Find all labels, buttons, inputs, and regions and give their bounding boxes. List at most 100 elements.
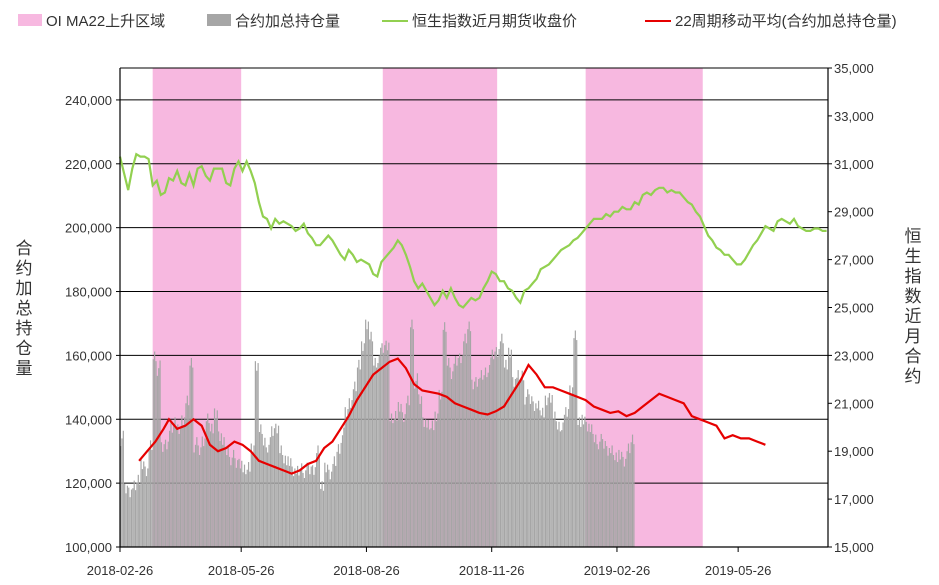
open-interest-bar — [156, 375, 158, 547]
open-interest-bar — [223, 437, 225, 547]
open-interest-bar — [264, 437, 266, 547]
open-interest-bar — [378, 355, 380, 547]
open-interest-bar — [543, 417, 545, 547]
axis-title-char: 合 — [16, 239, 33, 258]
open-interest-bar — [196, 437, 198, 547]
open-interest-bar — [537, 400, 540, 547]
axis-title-char: 加 — [16, 279, 33, 298]
open-interest-bar — [508, 347, 510, 547]
open-interest-bar — [241, 460, 243, 547]
open-interest-bar — [144, 466, 146, 547]
open-interest-bar — [475, 377, 477, 547]
open-interest-bar — [434, 411, 436, 547]
open-interest-bar — [514, 379, 517, 547]
y-right-tick-label: 19,000 — [834, 444, 874, 459]
open-interest-bar — [218, 431, 220, 547]
open-interest-bar — [422, 417, 424, 547]
open-interest-bar — [457, 357, 459, 547]
open-interest-bar — [622, 456, 624, 547]
open-interest-bar — [486, 377, 488, 547]
open-interest-bar — [350, 407, 352, 547]
open-interest-bar — [351, 400, 353, 547]
open-interest-bar — [171, 432, 173, 547]
open-interest-bar — [566, 416, 568, 547]
open-interest-bar — [322, 490, 325, 547]
open-interest-bar — [558, 421, 560, 547]
y-left-tick-label: 220,000 — [65, 157, 112, 172]
open-interest-bar — [234, 458, 236, 547]
open-interest-bar — [212, 433, 214, 547]
open-interest-bar — [610, 453, 612, 547]
open-interest-bar — [412, 329, 414, 547]
open-interest-bar — [576, 340, 578, 547]
y-right-tick-label: 21,000 — [834, 396, 874, 411]
open-interest-bar — [316, 453, 318, 547]
open-interest-bar — [435, 421, 438, 547]
open-interest-bar — [502, 343, 504, 547]
open-interest-bar — [151, 449, 153, 547]
open-interest-bar — [154, 351, 156, 547]
open-interest-bar — [380, 347, 382, 547]
open-interest-bar — [539, 410, 541, 547]
open-interest-bar — [469, 331, 472, 547]
open-interest-bar — [569, 385, 571, 547]
tick-labels: 100,000 120,000 140,000 160,000 180,000 200,0… — [65, 61, 874, 578]
open-interest-bar — [629, 453, 631, 547]
open-interest-bar — [438, 389, 440, 547]
open-interest-bar — [182, 425, 184, 547]
open-interest-bar — [408, 405, 410, 547]
open-interest-bar — [547, 397, 549, 547]
open-interest-bar — [130, 489, 133, 547]
open-interest-bar — [137, 474, 139, 547]
open-interest-bar — [155, 361, 157, 547]
open-interest-bar — [501, 333, 503, 547]
open-interest-bar — [381, 343, 383, 547]
axis-title-char: 持 — [16, 319, 33, 338]
y-left-tick-label: 100,000 — [65, 540, 112, 555]
y-right-tick-label: 35,000 — [834, 61, 874, 76]
open-interest-bar — [252, 453, 254, 547]
open-interest-bar — [287, 456, 289, 547]
y-right-tick-label: 33,000 — [834, 109, 874, 124]
open-interest-bar — [633, 444, 635, 547]
open-interest-bar — [603, 448, 605, 547]
open-interest-bar — [136, 482, 138, 547]
open-interest-bar — [494, 351, 496, 547]
open-interest-bar — [567, 409, 570, 547]
open-interest-bar — [615, 452, 617, 547]
open-interest-bar — [544, 395, 546, 547]
open-interest-bar — [404, 414, 406, 547]
open-interest-bar — [332, 463, 334, 547]
open-interest-bar — [528, 394, 530, 547]
axis-title-char: 生 — [905, 247, 922, 266]
open-interest-bar — [374, 357, 376, 547]
open-interest-bar — [601, 439, 604, 547]
open-interest-bar — [626, 451, 628, 547]
open-interest-bar — [578, 417, 581, 547]
open-interest-bar — [463, 341, 465, 547]
open-interest-bar — [625, 458, 627, 547]
open-interest-bar — [577, 425, 579, 547]
open-interest-bar — [548, 393, 551, 547]
open-interest-bar — [464, 333, 466, 547]
open-interest-bar — [497, 356, 499, 547]
open-interest-bar — [559, 431, 561, 547]
open-interest-bar — [329, 479, 331, 547]
open-interest-bar — [573, 338, 575, 547]
open-interest-bar — [318, 455, 320, 547]
open-interest-bar — [337, 444, 340, 547]
open-interest-bar — [390, 413, 393, 547]
open-interest-bar — [584, 416, 586, 547]
open-interest-bar — [305, 470, 307, 547]
open-interest-bar — [512, 377, 514, 547]
open-interest-bar — [555, 421, 557, 547]
open-interest-bar — [531, 396, 533, 547]
open-interest-bar — [619, 459, 621, 547]
open-interest-bar — [204, 438, 206, 547]
open-interest-bar — [495, 347, 497, 547]
open-interest-bar — [348, 398, 350, 547]
open-interest-bar — [152, 359, 154, 547]
open-interest-bar — [336, 451, 338, 547]
open-interest-bar — [574, 330, 576, 547]
open-interest-bar — [630, 442, 632, 547]
